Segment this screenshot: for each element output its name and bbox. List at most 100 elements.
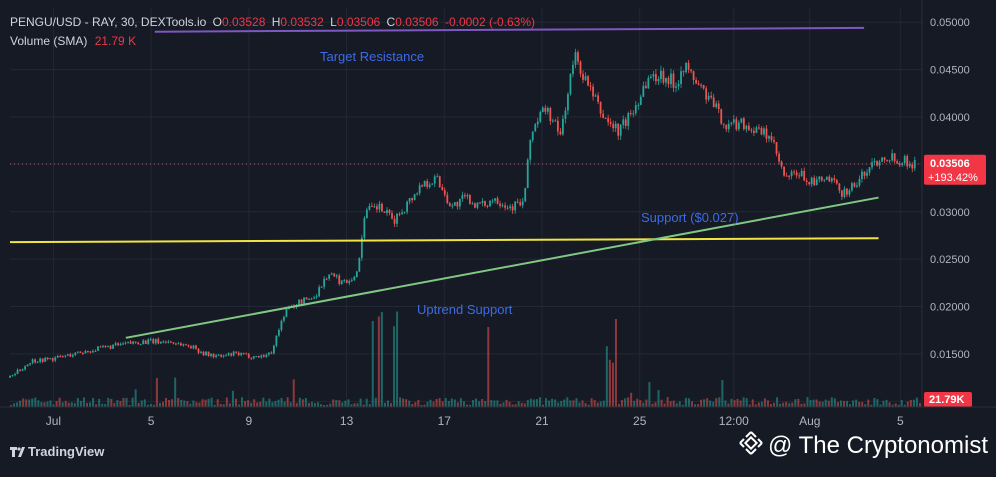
volume-bar [551,398,554,407]
candle-body [242,352,245,354]
volume-bar [897,404,900,407]
tradingview-brand[interactable]: TradingView [10,444,104,459]
volume-bar [849,404,852,407]
candle-body [554,120,557,122]
volume-bar [76,398,79,407]
change-value: -0.0002 (-0.63%) [444,15,535,29]
volume-bar [836,402,839,407]
candle-body [800,170,803,177]
volume-bar [280,397,283,407]
volume-bar [462,401,465,407]
candle-body [612,123,615,129]
volume-bar [43,402,46,407]
candle-body [564,110,567,119]
volume-bar [824,399,827,407]
volume-bar [839,400,842,407]
volume-bar [657,390,660,407]
y-tick-label: 0.02000 [930,302,970,314]
volume-bar [262,397,265,407]
volume-bar [803,403,806,407]
volume-bar [526,400,529,407]
candle-body [687,62,690,70]
volume-bar [368,404,371,407]
volume-bar [411,404,414,407]
candle-body [747,125,750,130]
candle-body [34,359,37,363]
symbol-label[interactable]: PENGU/USD - RAY, 30, DEXTools.io [10,15,207,29]
volume-bar [535,399,538,407]
candle-body [333,273,336,277]
candle-body [660,70,662,79]
candle-body [222,355,225,357]
candle-body [818,176,821,180]
volume-bar [335,399,338,407]
candle-body [149,339,152,341]
support-line [9,237,879,244]
volume-bar [231,390,234,407]
volume-bar [204,399,207,407]
candle-body [265,354,268,357]
volume-bar [733,400,736,407]
candle-body [544,107,547,112]
candle-body [185,344,187,346]
candle-body [109,345,112,349]
volume-bar [684,397,687,407]
candle-body [491,200,494,202]
candle-body [893,153,896,162]
candle-body [200,351,202,353]
volume-bar [438,398,441,407]
close-value: 0.03506 [395,15,439,29]
volume-bar [344,400,347,407]
volume-bar [40,402,43,407]
x-tick-label: 25 [633,414,647,428]
candle-body [340,280,343,284]
candle-body [848,190,851,195]
volume-bar [165,397,168,407]
candle-body [813,177,816,186]
candle-body [124,342,127,344]
candle-body [76,351,79,353]
volume-bar [95,404,98,407]
volume-bar [903,404,906,407]
candle-body [873,160,876,163]
volume-bar [362,404,365,407]
candle-body [529,140,532,160]
candle-body [614,123,617,129]
low-value: 0.03506 [336,15,381,29]
volume-bar [478,401,481,407]
volume-bar [414,402,417,407]
candle-body [639,96,642,105]
candle-body [624,119,627,126]
candle-body [139,344,142,346]
volume-bar [338,400,341,407]
volume-bar [566,397,569,407]
volume-indicator-label[interactable]: Volume (SMA) [10,34,88,48]
volume-bar [855,399,858,407]
candle-body [742,118,745,130]
volume-bar [724,400,727,407]
volume-bar [697,404,700,407]
candle-body [107,345,109,347]
candle-body [330,273,333,275]
volume-bar [481,398,484,407]
volume-bars [10,311,921,407]
volume-bar [727,403,730,407]
candle-body [463,195,466,197]
candle-body [11,375,14,377]
candle-body [14,374,16,376]
candle-body [690,69,692,72]
volume-bar [879,404,882,407]
candle-body [556,120,559,132]
volume-bar [347,399,350,407]
candle-body [46,357,49,360]
volume-bar [742,397,745,407]
volume-bar [259,401,262,407]
volume-bar [873,397,876,407]
candle-body [846,188,848,195]
volume-bar [137,402,140,407]
volume-bar [314,403,316,407]
volume-bar [25,399,28,407]
volume-bar [152,404,155,407]
